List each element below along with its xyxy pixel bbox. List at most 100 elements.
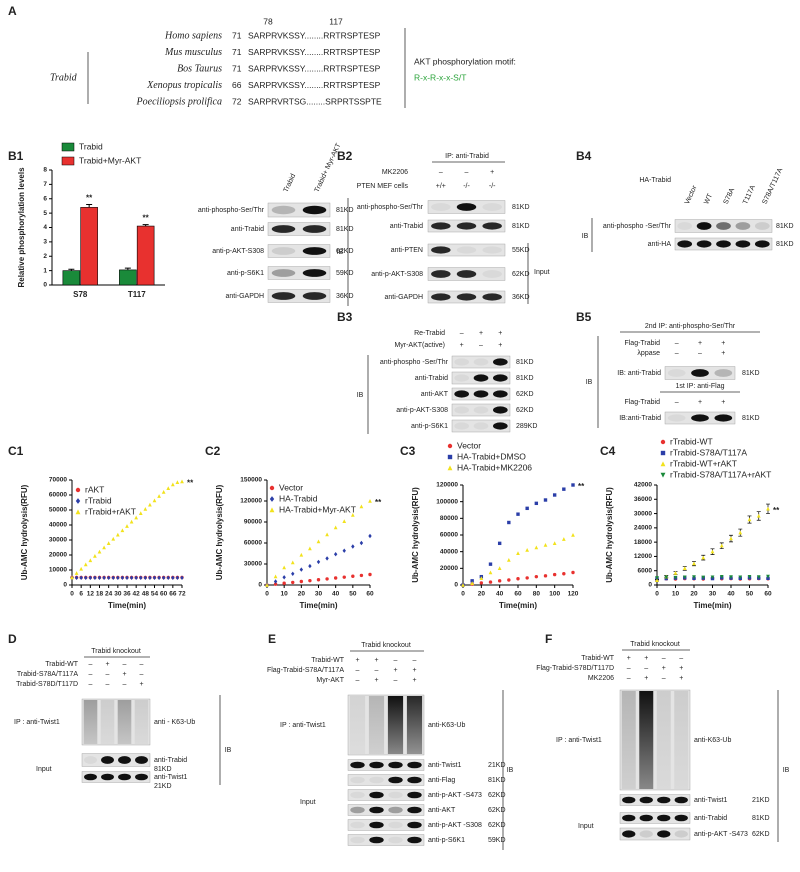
smear <box>117 700 132 744</box>
point <box>74 571 79 575</box>
condition-sign: + <box>393 667 397 674</box>
blot-strip <box>451 355 511 369</box>
point <box>79 575 83 581</box>
point <box>152 498 157 503</box>
point <box>129 575 134 581</box>
point <box>148 575 152 581</box>
band <box>350 836 365 844</box>
band <box>271 292 296 300</box>
x-tick-label: 12 <box>87 591 95 598</box>
smear <box>656 691 671 789</box>
point <box>701 555 706 560</box>
point <box>552 493 557 497</box>
condition-sign: – <box>439 169 443 176</box>
condition-sign: + <box>374 657 378 664</box>
band <box>716 240 731 248</box>
point <box>79 566 84 571</box>
band <box>482 246 502 254</box>
point <box>134 575 138 581</box>
point <box>290 560 295 565</box>
band <box>350 761 365 769</box>
sequence: SARPRVKSSY........RRTRSPTESP <box>248 30 381 40</box>
blot-strip <box>81 771 151 783</box>
point <box>719 574 724 579</box>
condition-sign: – <box>698 350 702 357</box>
point <box>170 482 175 487</box>
point <box>692 561 696 566</box>
condition-sign: – <box>675 340 679 347</box>
legend-swatch <box>61 156 75 166</box>
point <box>333 551 338 557</box>
y-axis-label: Relative phosphorylation levels <box>17 167 26 288</box>
point <box>664 575 669 580</box>
row-label: anti-HA <box>648 241 672 248</box>
point <box>673 571 678 575</box>
band <box>454 422 470 430</box>
y-tick-label: 100000 <box>436 498 458 505</box>
condition-sign: + <box>412 677 416 684</box>
x-tick-label: 48 <box>142 591 150 598</box>
row-label: anti-Trabid <box>390 223 423 230</box>
band <box>388 761 403 769</box>
x-tick-label: 0 <box>70 591 74 598</box>
point <box>738 530 743 535</box>
condition-label: Flag-Trabid-S78A/T117A <box>267 667 344 674</box>
point <box>325 577 329 581</box>
x-tick-label: 42 <box>133 591 141 598</box>
point <box>368 572 372 577</box>
y-tick-label: 50000 <box>49 507 67 514</box>
condition-label: MK2206 <box>588 675 614 682</box>
annotation: ** <box>578 482 585 491</box>
row-label: anti-Flag <box>428 777 455 784</box>
group-label: IP : anti-Twist1 <box>280 722 326 729</box>
band <box>492 390 508 398</box>
point <box>729 536 733 541</box>
panel-label: B3 <box>337 310 353 324</box>
legend-marker <box>447 454 453 460</box>
condition-sign: – <box>465 169 469 176</box>
legend-marker <box>660 439 666 445</box>
kd-label: 62KD <box>488 807 506 814</box>
row-label: anti-phospho -Ser/Thr <box>380 359 449 366</box>
point <box>111 575 115 581</box>
start-position: 72 <box>232 96 242 106</box>
point <box>333 576 338 580</box>
band <box>135 773 148 781</box>
band <box>639 830 653 838</box>
point <box>102 575 106 581</box>
condition-label: λppase <box>637 350 660 357</box>
band <box>454 390 470 398</box>
band <box>691 369 709 377</box>
group-label: IB <box>357 392 364 399</box>
condition-label: Trabid-S78A/T117A <box>17 671 78 678</box>
point <box>88 558 93 563</box>
y-tick-label: 36000 <box>634 496 652 503</box>
kd-label: 289KD <box>516 423 537 430</box>
bar <box>62 270 81 286</box>
band <box>271 269 296 277</box>
x-tick-label: 60 <box>366 591 374 598</box>
y-tick-label: 0 <box>648 582 652 589</box>
y-tick-label: 30000 <box>49 537 67 544</box>
point <box>497 579 502 583</box>
band <box>456 222 477 230</box>
condition-sign: – <box>644 665 648 672</box>
bar <box>119 269 137 286</box>
bar <box>136 225 155 286</box>
point <box>333 525 338 530</box>
point <box>143 575 148 581</box>
point <box>497 541 502 546</box>
kd-label: 62KD <box>752 831 770 838</box>
group-label: Trabid <box>50 72 78 83</box>
point <box>655 578 659 582</box>
band <box>492 406 508 414</box>
band <box>677 240 693 248</box>
legend-marker <box>269 485 275 491</box>
point <box>673 575 678 580</box>
sequence: SARPRVRTSG........SRPRTSSPTE <box>248 96 382 106</box>
band <box>754 240 770 248</box>
y-tick-label: 40000 <box>440 548 458 555</box>
kd-label: 81KD <box>336 226 354 233</box>
point <box>299 579 304 584</box>
